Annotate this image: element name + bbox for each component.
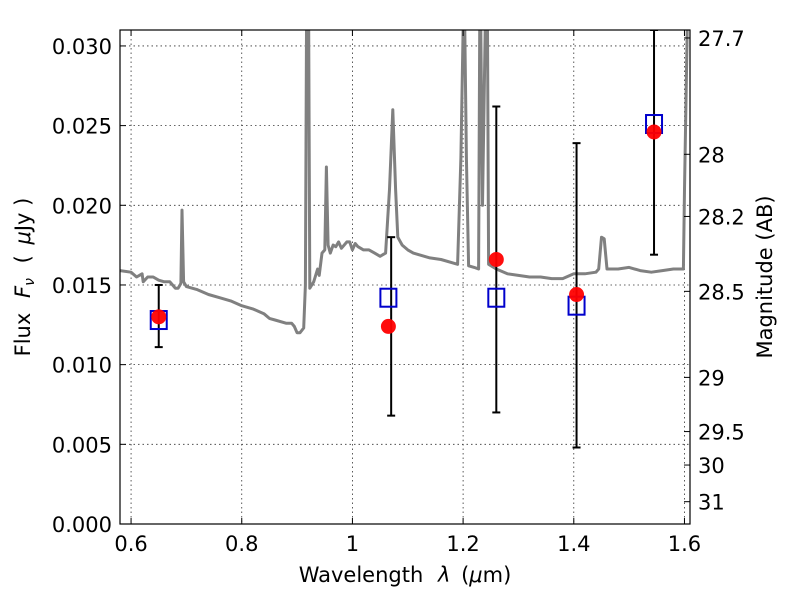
y2-tick-label: 30 — [698, 454, 725, 478]
observed-point-marker — [151, 309, 167, 325]
x-axis-label: Wavelength λ (μm) — [299, 563, 512, 587]
x-axis-label-unit-open: ( — [461, 563, 469, 587]
y-tick-label: 0.020 — [52, 194, 112, 218]
y-tick-label: 0.015 — [52, 274, 112, 298]
plot-layer — [120, 30, 689, 449]
y-tick-label: 0.000 — [52, 513, 112, 537]
y2-tick-label: 31 — [698, 491, 725, 515]
y-tick-label: 0.030 — [52, 35, 112, 59]
x-axis-label-symbol: λ — [437, 563, 450, 587]
observed-point-marker — [569, 287, 585, 303]
y2-tick-label: 27.7 — [698, 27, 745, 51]
y-axis-label-unit-open: ( — [11, 255, 35, 263]
y-axis-label-unit-rest: Jy ) — [11, 198, 35, 234]
y2-axis-label: Magnitude (AB) — [753, 195, 777, 358]
y-axis-label-symbol: F — [11, 285, 35, 298]
x-tick-label: 1.6 — [668, 532, 701, 556]
y-axis-label-unit-mu: μ — [11, 231, 35, 245]
observed-point-marker — [380, 318, 396, 334]
y-tick-label: 0.005 — [52, 433, 112, 457]
x-axis-label-unit-rest: m) — [483, 563, 512, 587]
y2-tick-label: 28 — [698, 143, 725, 167]
model-square-marker — [379, 287, 398, 308]
x-tick-label: 0.6 — [114, 532, 147, 556]
y-tick-label: 0.025 — [52, 115, 112, 139]
y-axis-label-text: Flux — [11, 313, 35, 357]
observed-point-marker — [646, 124, 662, 140]
tick-layer: 0.6 0.8 1 1.2 1.4 1.6 0.000 0.005 0.010 0.015 0.02… — [52, 27, 745, 556]
y2-tick-label: 28.5 — [698, 280, 745, 304]
x-tick-label: 1.4 — [557, 532, 590, 556]
y-tick-label: 0.010 — [52, 354, 112, 378]
spectrum-line — [120, 30, 689, 335]
plot-frame — [119, 29, 691, 525]
observed-point-marker — [488, 251, 504, 267]
y-axis-label: Flux Fν ( μJy ) — [11, 198, 39, 357]
y2-tick-label: 28.2 — [698, 205, 745, 229]
y2-tick-label: 29.5 — [698, 421, 745, 445]
x-axis-label-text: Wavelength — [299, 563, 424, 587]
x-axis-label-unit-mu: μ — [468, 563, 482, 587]
y2-tick-label: 29 — [698, 366, 725, 390]
x-tick-label: 1.2 — [446, 532, 479, 556]
x-tick-label: 0.8 — [225, 532, 258, 556]
model-square-marker — [487, 287, 506, 308]
x-tick-label: 1 — [346, 532, 359, 556]
y-axis-label-symbol-sub: ν — [22, 278, 38, 286]
